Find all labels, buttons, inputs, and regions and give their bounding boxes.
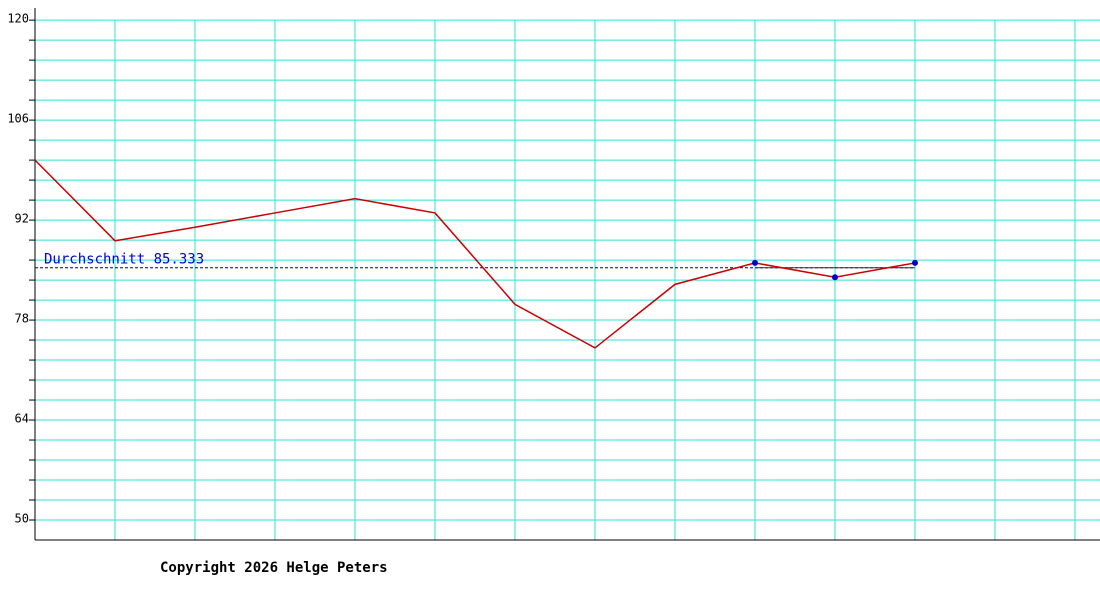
- average-label: Durchschnitt 85.333: [44, 252, 204, 268]
- point: [912, 259, 918, 266]
- y-tick-label: 120: [7, 12, 29, 26]
- y-tick-label: 64: [15, 412, 29, 426]
- series-line: [34, 159, 916, 349]
- footer: Copyright 2026 Helge Peters: [160, 560, 388, 576]
- y-tick-label: 78: [15, 312, 29, 326]
- y-tick-label: 92: [15, 212, 29, 226]
- point: [752, 259, 758, 266]
- y-tick-label: 106: [7, 112, 29, 126]
- point: [832, 274, 838, 281]
- y-tick-label: 50: [15, 512, 29, 526]
